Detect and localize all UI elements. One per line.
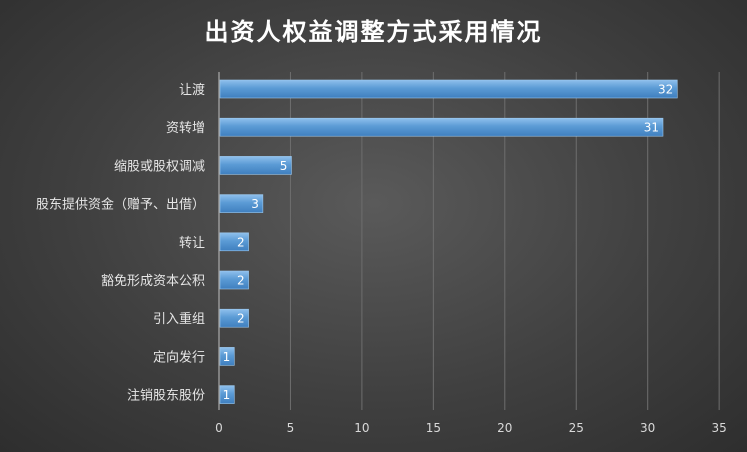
x-axis-ticks: 0 5 10 15 20 25 30 35 bbox=[215, 421, 727, 435]
category-label: 定向发行 bbox=[153, 349, 205, 365]
bar bbox=[219, 270, 249, 290]
bar-value-label: 2 bbox=[237, 274, 245, 288]
x-tick-label: 10 bbox=[354, 421, 369, 435]
bar-value-label: 2 bbox=[237, 235, 245, 249]
chart-title: 出资人权益调整方式采用情况 bbox=[204, 18, 543, 46]
bar bbox=[219, 308, 249, 328]
bar bbox=[219, 232, 249, 252]
bar bbox=[219, 156, 292, 175]
category-label: 转让 bbox=[179, 236, 205, 251]
category-label: 注销股东股份 bbox=[127, 389, 205, 404]
bar-value-label: 1 bbox=[223, 388, 231, 402]
x-tick-label: 25 bbox=[569, 421, 584, 435]
bar bbox=[219, 385, 235, 404]
bar bbox=[219, 117, 664, 137]
x-tick-label: 30 bbox=[640, 421, 655, 435]
bar bbox=[219, 79, 678, 99]
bar bbox=[219, 194, 264, 213]
bar bbox=[219, 347, 235, 366]
bar-value-label: 32 bbox=[658, 83, 673, 97]
x-tick-label: 20 bbox=[497, 421, 512, 435]
x-tick-label: 15 bbox=[426, 421, 441, 435]
category-label: 引入重组 bbox=[153, 311, 205, 327]
category-label: 资转增 bbox=[166, 121, 205, 136]
bar-value-label: 1 bbox=[223, 350, 231, 364]
category-label: 缩股或股权调减 bbox=[114, 158, 205, 174]
bar-value-label: 5 bbox=[280, 159, 288, 173]
x-tick-label: 35 bbox=[712, 421, 727, 435]
category-label: 股东提供资金（赠予、出借） bbox=[36, 197, 205, 213]
category-label: 让渡 bbox=[179, 82, 205, 98]
bar-value-label: 2 bbox=[237, 312, 245, 326]
x-tick-label: 0 bbox=[215, 421, 223, 435]
category-label: 豁免形成资本公积 bbox=[101, 273, 205, 289]
bar-value-label: 31 bbox=[644, 121, 659, 135]
bar-value-label: 3 bbox=[251, 197, 259, 211]
x-tick-label: 5 bbox=[287, 421, 295, 435]
